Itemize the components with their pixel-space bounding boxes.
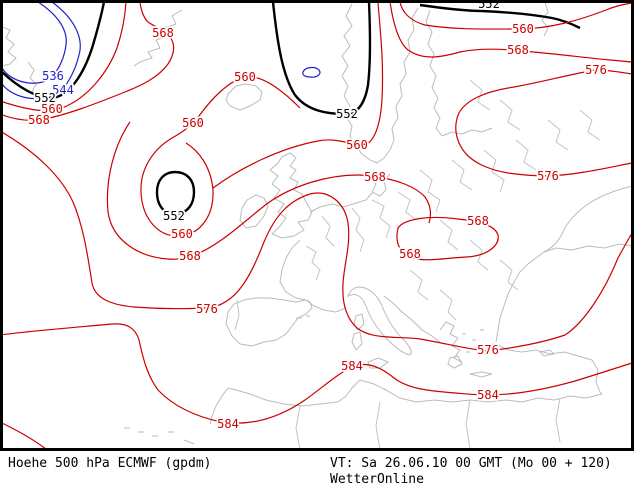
contour-label-560: 560 xyxy=(41,102,63,116)
contour-label-560: 560 xyxy=(234,70,256,84)
valid-time-label: VT: Sa 26.06.10 00 GMT (Mo 00 + 120) xyxy=(330,456,612,471)
contour-label-568: 568 xyxy=(399,247,421,261)
contour-568-line xyxy=(389,1,633,63)
contour-label-552: 552 xyxy=(163,209,185,223)
contour-552-line xyxy=(155,170,196,216)
contour-560-line xyxy=(140,76,301,237)
contour-536-line xyxy=(1,1,67,84)
contour-label-576: 576 xyxy=(477,343,499,357)
contour-label-560: 560 xyxy=(512,22,534,36)
contour-label-560: 560 xyxy=(346,138,368,152)
contour-560-line xyxy=(399,1,633,30)
contour-label-552: 552 xyxy=(478,0,500,11)
contour-576-line xyxy=(455,69,633,177)
contour-label-560: 560 xyxy=(171,227,193,241)
contour-label-576: 576 xyxy=(537,169,559,183)
contour-label-584: 584 xyxy=(477,388,499,402)
contour-label-560: 560 xyxy=(182,116,204,130)
contour-label-568: 568 xyxy=(28,113,50,127)
contour-552-line xyxy=(271,1,372,116)
contour-lines-layer xyxy=(0,1,633,450)
contour-label-568: 568 xyxy=(152,26,174,40)
contour-label-552: 552 xyxy=(336,107,358,121)
product-label: Hoehe 500 hPa ECMWF (gpdm) xyxy=(8,456,212,471)
contour-label-544: 544 xyxy=(52,83,74,97)
contour-label-584: 584 xyxy=(217,417,239,431)
coastlines-layer xyxy=(0,1,633,445)
contour-label-568: 568 xyxy=(507,43,529,57)
contour-label-584: 584 xyxy=(341,359,363,373)
contour-584-line xyxy=(0,323,633,424)
contour-552-line xyxy=(1,1,106,100)
contour-568-line xyxy=(396,216,499,261)
contour-560-line xyxy=(212,1,384,189)
contour-label-576: 576 xyxy=(585,63,607,77)
footer-bar: Hoehe 500 hPa ECMWF (gpdm) VT: Sa 26.06.… xyxy=(0,452,634,490)
contour-584-line xyxy=(0,421,47,450)
contour-label-536: 536 xyxy=(42,69,64,83)
contour-552-line xyxy=(302,66,321,78)
weather-map: 5365445525605685685605605525525605685765… xyxy=(0,0,634,451)
contour-label-568: 568 xyxy=(364,170,386,184)
contour-568-line xyxy=(0,1,175,121)
contour-544-line xyxy=(1,1,81,100)
contour-label-552: 552 xyxy=(34,91,56,105)
contour-labels-layer: 5365445525605685685605605525525605685765… xyxy=(26,0,608,433)
country-borders-layer xyxy=(234,79,601,451)
map-frame xyxy=(0,0,634,451)
contour-576-line xyxy=(0,130,633,352)
wetteronline-brand: WetterOnline xyxy=(330,472,424,487)
contour-560-line xyxy=(0,1,127,112)
contour-label-568: 568 xyxy=(179,249,201,263)
contour-552-line xyxy=(419,3,581,30)
contour-568-line xyxy=(106,121,432,260)
contour-label-576: 576 xyxy=(196,302,218,316)
contour-label-568: 568 xyxy=(467,214,489,228)
